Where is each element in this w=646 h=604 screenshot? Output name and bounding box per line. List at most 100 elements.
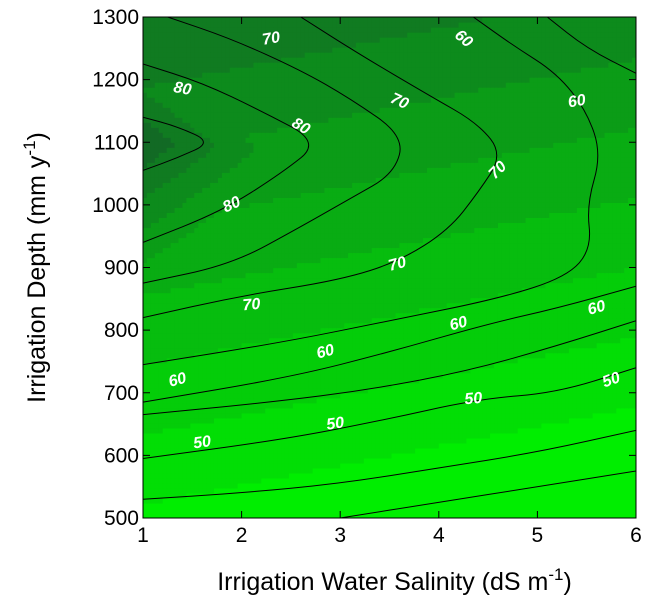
contour-fill-cell (501, 477, 507, 484)
contour-fill-cell (367, 487, 373, 494)
contour-fill-cell (517, 442, 523, 449)
contour-fill-cell (194, 372, 199, 379)
contour-fill-cell (415, 367, 420, 374)
contour-fill-cell (233, 372, 239, 379)
contour-fill-cell (281, 337, 286, 344)
contour-fill-cell (265, 492, 270, 499)
contour-fill-cell (537, 322, 542, 329)
contour-fill-cell (206, 357, 211, 364)
contour-fill-cell (434, 367, 440, 374)
contour-fill-cell (198, 372, 203, 379)
contour-fill-cell (604, 507, 609, 514)
contour-fill-cell (324, 512, 329, 518)
contour-fill-cell (150, 382, 156, 389)
contour-fill-cell (221, 342, 227, 349)
contour-fill-cell (284, 422, 290, 429)
contour-fill-cell (533, 492, 538, 499)
contour-fill-cell (525, 357, 531, 364)
contour-fill-cell (395, 462, 400, 469)
contour-fill-cell (182, 462, 187, 469)
contour-fill-cell (292, 507, 298, 514)
contour-fill-cell (233, 507, 239, 514)
contour-fill-cell (277, 377, 282, 384)
contour-fill-cell (592, 417, 598, 424)
contour-fill-cell (525, 327, 531, 334)
contour-fill-cell (399, 342, 404, 349)
contour-fill-cell (352, 392, 357, 399)
contour-fill-cell (612, 392, 617, 399)
contour-fill-cell (407, 507, 412, 514)
contour-fill-cell (340, 357, 345, 364)
contour-fill-cell (221, 382, 227, 389)
contour-fill-cell (521, 372, 527, 379)
contour-fill-cell (340, 462, 345, 469)
contour-fill-cell (517, 367, 523, 374)
contour-fill-cell (288, 497, 294, 504)
contour-fill-cell (533, 322, 538, 329)
contour-fill-cell (557, 447, 562, 454)
contour-fill-cell (316, 367, 322, 374)
contour-fill-cell (628, 332, 633, 339)
contour-fill-cell (308, 447, 314, 454)
contour-fill-cell (608, 437, 613, 444)
contour-fill-cell (438, 407, 444, 414)
contour-fill-cell (316, 382, 322, 389)
contour-fill-cell (434, 352, 440, 359)
contour-fill-cell (466, 432, 471, 439)
contour-fill-cell (446, 462, 452, 469)
contour-fill-cell (557, 402, 562, 409)
contour-fill-cell (198, 362, 203, 369)
contour-fill-cell (296, 472, 302, 479)
contour-fill-cell (616, 397, 621, 404)
contour-fill-cell (253, 482, 258, 489)
contour-fill-cell (568, 402, 574, 409)
contour-fill-cell (336, 382, 341, 389)
contour-fill-cell (454, 497, 460, 504)
contour-fill-cell (387, 402, 393, 409)
contour-fill-cell (233, 477, 239, 484)
contour-fill-cell (608, 507, 613, 514)
contour-fill-cell (628, 372, 633, 379)
contour-fill-cell (312, 457, 318, 464)
contour-fill-cell (568, 482, 574, 489)
contour-fill-cell (300, 362, 306, 369)
contour-fill-cell (359, 502, 365, 509)
contour-fill-cell (486, 482, 491, 489)
contour-fill-cell (324, 507, 329, 514)
contour-fill-cell (407, 472, 412, 479)
contour-fill-cell (490, 452, 495, 459)
contour-fill-cell (348, 387, 353, 394)
contour-fill-cell (265, 497, 270, 504)
contour-fill-cell (454, 347, 460, 354)
contour-fill-cell (324, 397, 329, 404)
contour-fill-cell (624, 417, 629, 424)
contour-fill-cell (458, 372, 464, 379)
contour-fill-cell (320, 462, 326, 469)
contour-fill-cell (497, 402, 503, 409)
contour-fill-cell (261, 317, 266, 324)
contour-fill-cell (588, 392, 594, 399)
contour-fill-cell (162, 457, 168, 464)
contour-fill-cell (245, 367, 251, 374)
contour-fill-cell (190, 507, 195, 514)
contour-fill-cell (300, 392, 306, 399)
contour-fill-cell (261, 327, 266, 334)
contour-fill-cell (225, 452, 231, 459)
contour-fill-cell (245, 352, 251, 359)
contour-fill-cell (411, 447, 416, 454)
contour-fill-cell (170, 342, 176, 349)
contour-fill-cell (403, 512, 408, 518)
contour-fill-cell (572, 317, 578, 324)
contour-fill-cell (557, 467, 562, 474)
contour-fill-cell (632, 377, 636, 384)
contour-fill-cell (529, 367, 535, 374)
contour-fill-cell (355, 462, 361, 469)
contour-fill-cell (154, 467, 160, 474)
contour-fill-cell (324, 337, 329, 344)
contour-fill-cell (419, 472, 424, 479)
contour-fill-cell (198, 432, 203, 439)
contour-fill-cell (162, 407, 168, 414)
contour-fill-cell (442, 392, 448, 399)
contour-fill-cell (253, 422, 258, 429)
contour-fill-cell (217, 447, 223, 454)
